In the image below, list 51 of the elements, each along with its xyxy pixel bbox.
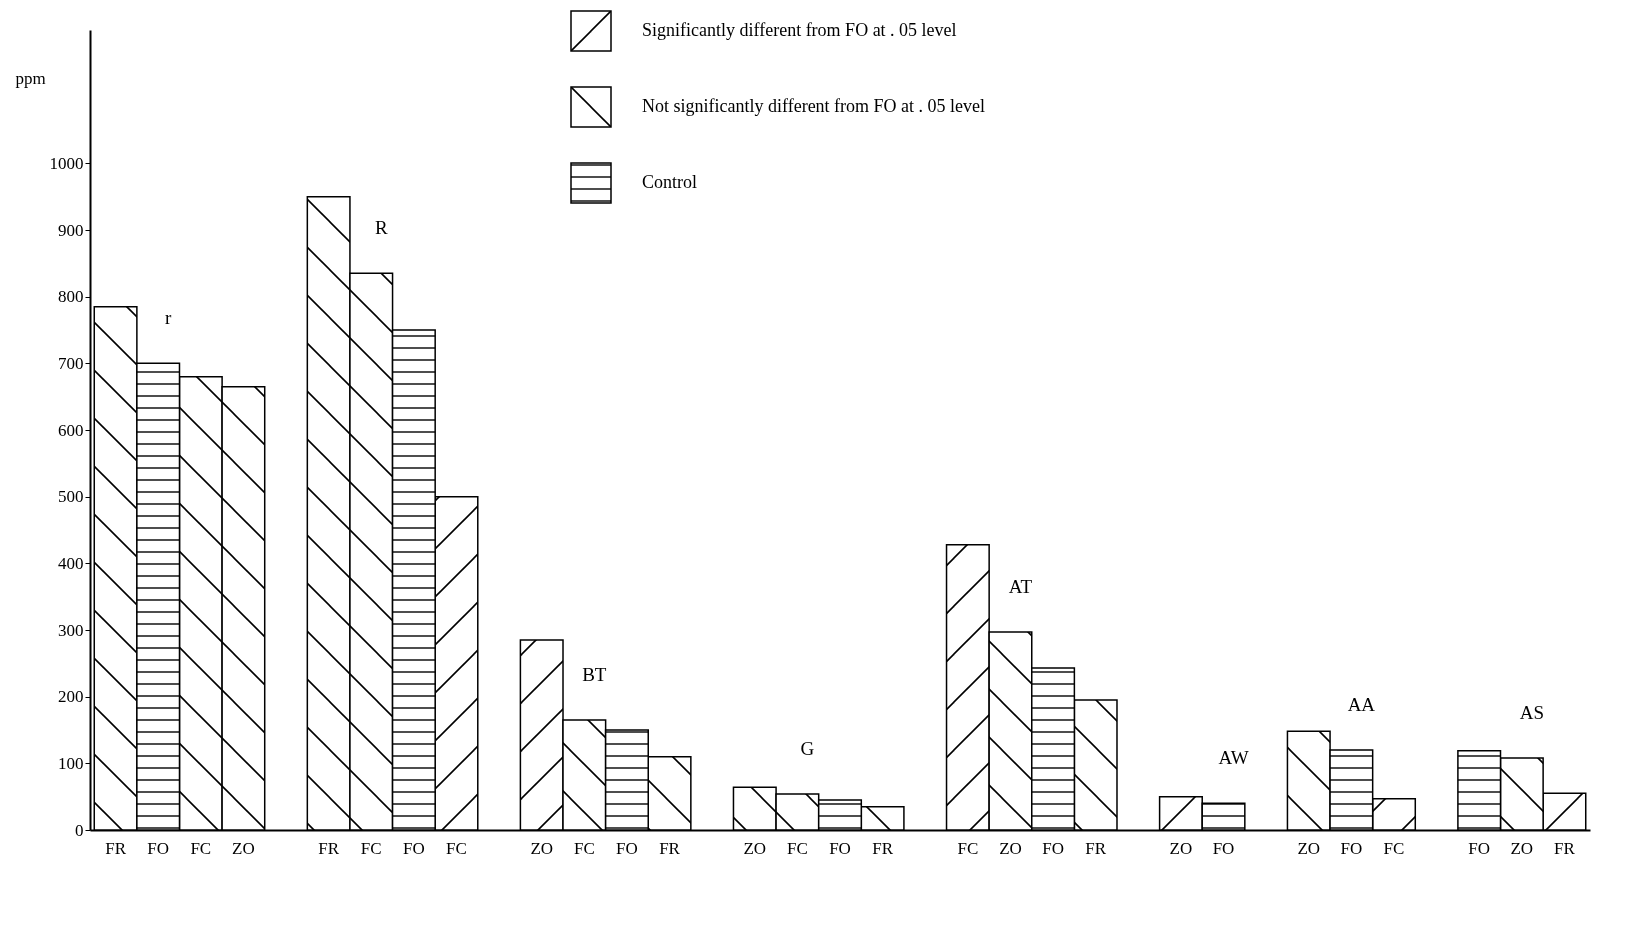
x-tick-label: FC [786, 838, 808, 858]
y-tick-label: 300 [58, 620, 84, 640]
annotation: R [374, 217, 388, 239]
x-tick-label: FO [1468, 838, 1491, 858]
y-tick-label: 100 [58, 753, 84, 773]
x-tick-label: ZO [999, 838, 1022, 858]
x-tick-label: ZO [743, 838, 767, 858]
x-tick-label: ZO [232, 838, 255, 858]
x-tick-label: FO [403, 838, 425, 858]
x-tick-label: FO [147, 838, 170, 858]
x-tick-label: FO [1212, 838, 1235, 858]
y-tick-label: 1000 [49, 153, 84, 173]
legend-label: Control [642, 172, 698, 192]
x-tick-label: FO [616, 838, 638, 858]
x-tick-label: FC [446, 838, 467, 858]
x-tick-label: FO [1042, 838, 1064, 858]
annotation: BT [582, 664, 607, 685]
x-tick-label: FR [1085, 838, 1107, 858]
annotation: AW [1218, 747, 1249, 769]
y-tick-label: 400 [58, 553, 84, 573]
x-tick-label: ZO [1510, 838, 1534, 858]
x-tick-label: ZO [1297, 838, 1321, 858]
y-tick-label: 700 [58, 353, 84, 373]
x-tick-label: FC [573, 838, 595, 858]
x-tick-label: FC [190, 838, 212, 858]
y-tick-label: 600 [58, 420, 84, 440]
annotation: AT [1008, 576, 1033, 597]
legend-label: Not significantly different from FO at . 05 level [642, 96, 986, 116]
annotation: AA [1347, 694, 1376, 715]
y-tick-label: 200 [58, 687, 84, 707]
x-tick-label: FC [360, 838, 382, 858]
legend-label: Significantly different from FO at . 05 level [642, 20, 957, 40]
annotation: G [800, 738, 815, 759]
y-tick-label: 800 [58, 287, 84, 307]
x-tick-label: FC [957, 838, 979, 858]
x-tick-label: FR [318, 838, 340, 858]
x-tick-label: FO [829, 838, 851, 858]
x-tick-label: FC [1383, 838, 1405, 858]
x-tick-label: FR [872, 838, 894, 858]
y-axis-title: ppm [15, 68, 46, 88]
y-tick-label: 900 [58, 220, 84, 240]
x-tick-label: ZO [1169, 838, 1193, 858]
x-tick-label: FR [659, 838, 681, 858]
annotation: r [165, 307, 173, 329]
x-tick-label: ZO [530, 838, 554, 858]
x-tick-label: FR [105, 838, 127, 858]
y-tick-label: 500 [58, 487, 84, 507]
annotation: AS [1519, 702, 1544, 723]
y-tick-label: 0 [75, 820, 84, 840]
x-tick-label: FO [1340, 838, 1363, 858]
x-tick-label: FR [1554, 838, 1576, 858]
